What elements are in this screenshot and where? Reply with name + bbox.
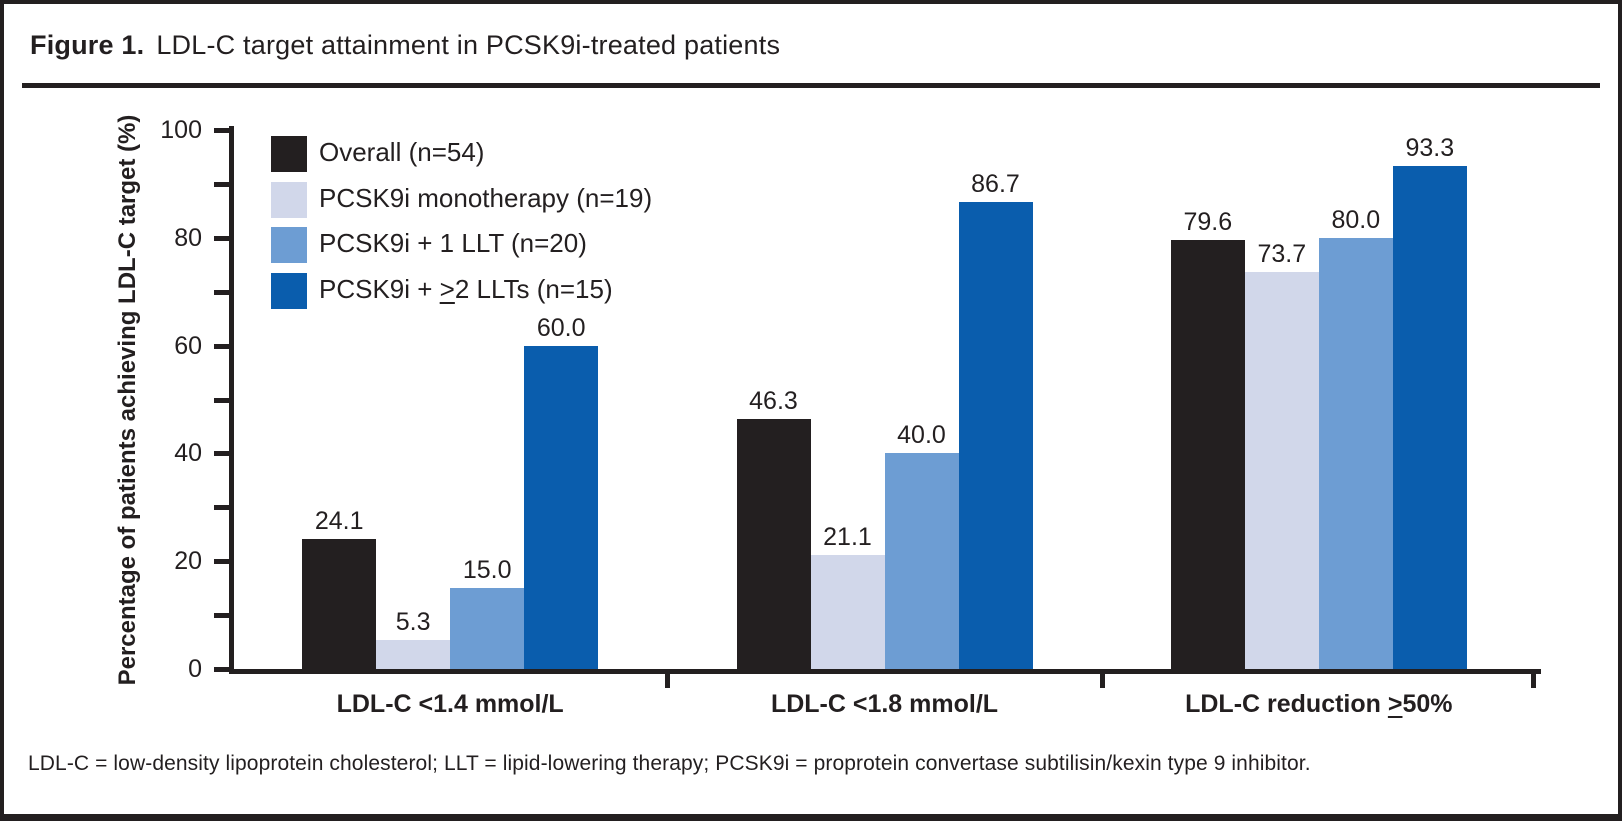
legend-swatch bbox=[271, 227, 307, 263]
title-divider bbox=[22, 83, 1600, 88]
bar bbox=[810, 555, 885, 669]
legend-swatch bbox=[271, 272, 307, 309]
y-axis-tick bbox=[214, 397, 229, 403]
legend-label: Overall (n=54) bbox=[319, 137, 485, 167]
figure-title: Figure 1. LDL-C target attainment in PCSK… bbox=[30, 30, 780, 61]
y-axis-tick-label: 0 bbox=[188, 655, 202, 683]
figure-footnote: LDL-C = low-density lipoprotein choleste… bbox=[28, 752, 1311, 775]
y-axis-title: Percentage of patients achieving LDL-C t… bbox=[114, 114, 141, 686]
y-axis-line bbox=[229, 126, 234, 674]
bar bbox=[1392, 166, 1467, 669]
x-axis-tick bbox=[1099, 669, 1105, 688]
category-label: LDL-C reduction >50% bbox=[1185, 690, 1453, 718]
bar bbox=[1318, 237, 1393, 669]
bar bbox=[1244, 271, 1319, 669]
y-axis-tick-label: 60 bbox=[174, 331, 202, 360]
category-label: LDL-C <1.8 mmol/L bbox=[770, 690, 999, 718]
bar bbox=[1170, 239, 1245, 669]
y-axis-tick bbox=[214, 289, 229, 295]
bar-value-label: 46.3 bbox=[749, 387, 798, 416]
y-axis-tick bbox=[214, 451, 229, 457]
bar-value-label: 73.7 bbox=[1257, 239, 1307, 268]
legend-swatch bbox=[271, 181, 307, 218]
bar-value-label: 93.3 bbox=[1405, 134, 1455, 163]
bar-value-label: 5.3 bbox=[395, 608, 431, 637]
y-axis-tick bbox=[214, 235, 229, 241]
y-axis-tick bbox=[214, 343, 229, 349]
y-axis-tick-label: 100 bbox=[160, 116, 202, 144]
bar-value-label: 24.1 bbox=[314, 507, 364, 536]
bar-value-label: 80.0 bbox=[1331, 205, 1381, 234]
y-axis-tick bbox=[214, 181, 229, 187]
bar bbox=[884, 453, 959, 669]
bar bbox=[302, 539, 377, 669]
y-axis-tick-label: 80 bbox=[174, 223, 202, 252]
x-axis-line bbox=[229, 669, 1541, 674]
bar-value-label: 86.7 bbox=[971, 169, 1020, 198]
y-axis-tick-label: 20 bbox=[174, 547, 202, 576]
y-axis-tick-label: 40 bbox=[174, 439, 202, 468]
y-axis-tick bbox=[214, 559, 229, 565]
legend-label: PCSK9i + 1 LLT (n=20) bbox=[319, 228, 587, 258]
figure-number-label: Figure 1. bbox=[30, 30, 145, 60]
bar-chart: Percentage of patients achieving LDL-C t… bbox=[4, 4, 1618, 814]
bar-value-label: 15.0 bbox=[462, 556, 512, 585]
bar bbox=[958, 201, 1033, 669]
y-axis-tick bbox=[214, 667, 229, 672]
bar-value-label: 60.0 bbox=[536, 313, 586, 342]
y-axis-tick bbox=[214, 128, 229, 133]
bar-value-label: 21.1 bbox=[823, 523, 872, 552]
category-label: LDL-C <1.4 mmol/L bbox=[336, 690, 564, 718]
bar bbox=[450, 588, 525, 669]
legend-swatch bbox=[271, 136, 307, 172]
legend-label: PCSK9i monotherapy (n=19) bbox=[319, 182, 653, 213]
y-axis-tick bbox=[214, 613, 229, 619]
bar bbox=[376, 640, 451, 669]
x-axis-tick bbox=[665, 669, 671, 688]
x-axis-end-tick bbox=[1531, 669, 1536, 688]
figure-title-text: LDL-C target attainment in PCSK9i-treate… bbox=[156, 30, 781, 60]
y-axis-tick bbox=[214, 505, 229, 511]
bar-value-label: 79.6 bbox=[1183, 207, 1233, 236]
bar-value-label: 40.0 bbox=[897, 421, 946, 450]
bar bbox=[524, 345, 599, 669]
legend-label: PCSK9i + >2 LLTs (n=15) bbox=[319, 273, 613, 304]
bar bbox=[736, 419, 811, 669]
